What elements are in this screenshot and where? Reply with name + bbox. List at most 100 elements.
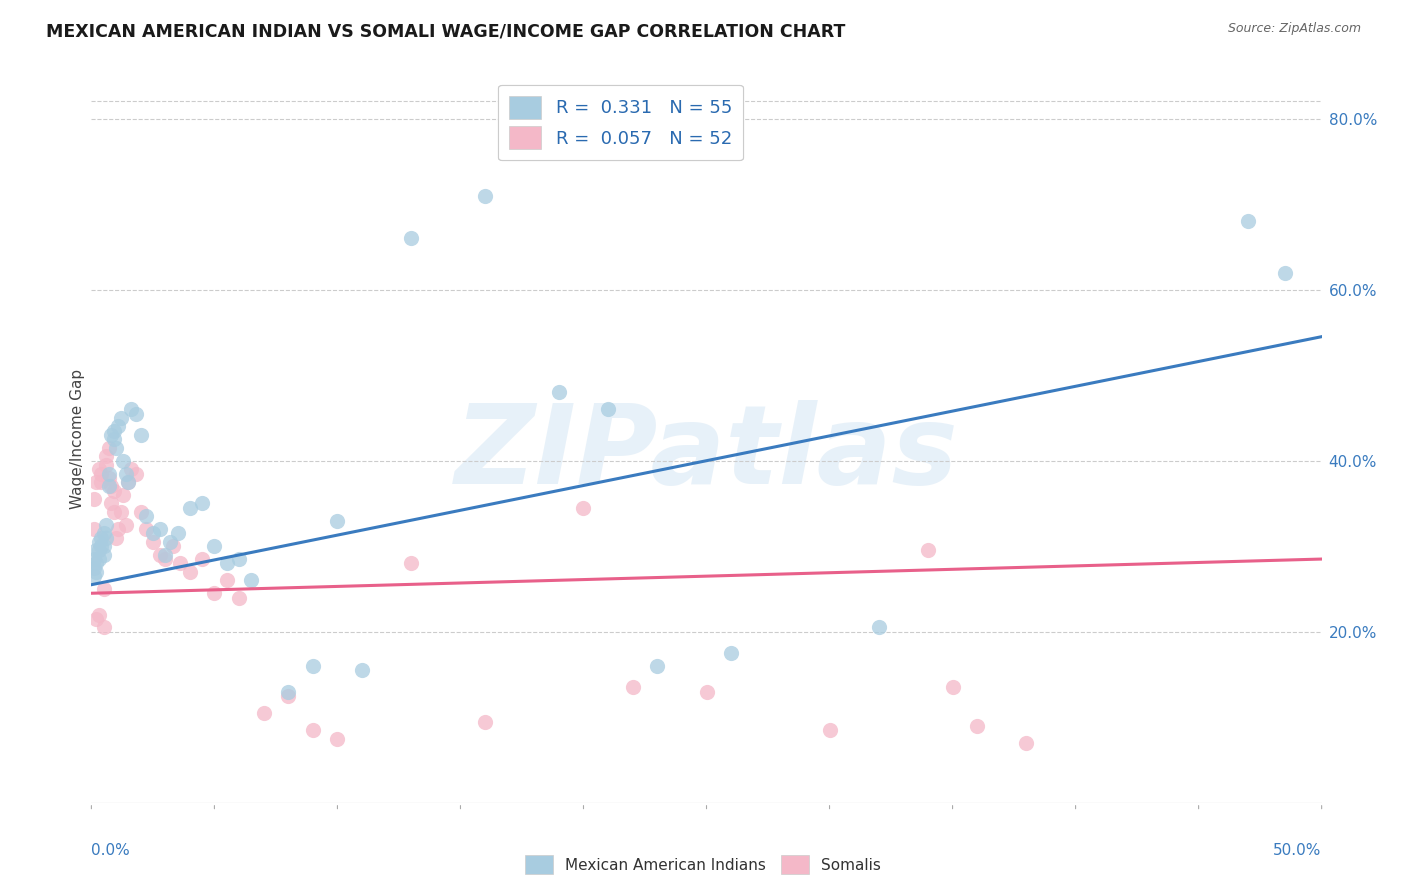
Point [97,479,120,493]
Point [1274,266,1296,280]
Legend: Mexican American Indians, Somalis: Mexican American Indians, Somalis [519,849,887,880]
Point [645,659,669,673]
Point [352,663,374,677]
Point [110,411,132,425]
Point [326,514,349,528]
Point [179,500,201,515]
Point [100,479,122,493]
Point [105,441,127,455]
Text: 50.0%: 50.0% [1274,843,1322,858]
Point [93,582,115,596]
Point [162,539,184,553]
Point [114,517,138,532]
Point [572,500,595,515]
Point [124,467,146,481]
Point [326,731,349,746]
Point [83,560,105,574]
Point [142,535,165,549]
Legend: R =  0.331   N = 55, R =  0.057   N = 52: R = 0.331 N = 55, R = 0.057 N = 52 [498,85,742,161]
Point [818,723,841,737]
Point [596,402,619,417]
Point [621,681,644,695]
Point [941,681,963,695]
Point [474,188,496,202]
Point [86,612,108,626]
Point [112,453,135,467]
Point [215,557,238,571]
Point [96,458,117,472]
Point [97,471,120,485]
Point [83,569,105,583]
Point [240,574,263,588]
Point [117,475,139,489]
Point [90,531,112,545]
Point [110,505,132,519]
Point [83,522,105,536]
Text: ZIPatlas: ZIPatlas [454,401,959,508]
Point [93,548,115,562]
Point [868,620,890,634]
Point [96,531,117,545]
Point [228,552,250,566]
Point [142,526,165,541]
Text: Source: ZipAtlas.com: Source: ZipAtlas.com [1227,22,1361,36]
Point [153,548,177,562]
Point [179,565,201,579]
Point [96,517,117,532]
Point [917,543,939,558]
Point [547,385,569,400]
Point [1015,736,1038,750]
Point [96,450,117,464]
Point [117,475,139,489]
Point [215,574,238,588]
Point [100,428,122,442]
Point [129,505,152,519]
Point [301,723,323,737]
Point [120,402,142,417]
Point [97,467,120,481]
Point [90,467,112,481]
Point [277,684,299,698]
Point [169,557,191,571]
Point [87,607,110,622]
Point [100,496,122,510]
Point [86,543,108,558]
Point [103,483,125,498]
Point [253,706,276,720]
Text: 0.0%: 0.0% [91,843,131,858]
Point [93,526,115,541]
Point [720,646,742,660]
Point [83,552,105,566]
Point [86,565,108,579]
Point [87,462,110,476]
Text: MEXICAN AMERICAN INDIAN VS SOMALI WAGE/INCOME GAP CORRELATION CHART: MEXICAN AMERICAN INDIAN VS SOMALI WAGE/I… [46,22,846,40]
Point [301,659,323,673]
Point [86,475,108,489]
Point [107,522,129,536]
Point [277,689,299,703]
Point [87,552,110,566]
Point [966,719,988,733]
Point [1237,214,1260,228]
Point [114,467,138,481]
Point [135,509,156,524]
Point [695,684,717,698]
Point [87,543,110,558]
Point [202,539,225,553]
Point [120,462,142,476]
Point [399,557,422,571]
Point [107,419,129,434]
Point [83,492,105,507]
Point [87,535,110,549]
Point [124,407,146,421]
Point [191,496,214,510]
Point [90,539,112,553]
Point [191,552,214,566]
Point [86,557,108,571]
Point [129,428,152,442]
Point [228,591,250,605]
Point [399,231,422,245]
Point [474,714,496,729]
Point [103,505,125,519]
Point [149,548,172,562]
